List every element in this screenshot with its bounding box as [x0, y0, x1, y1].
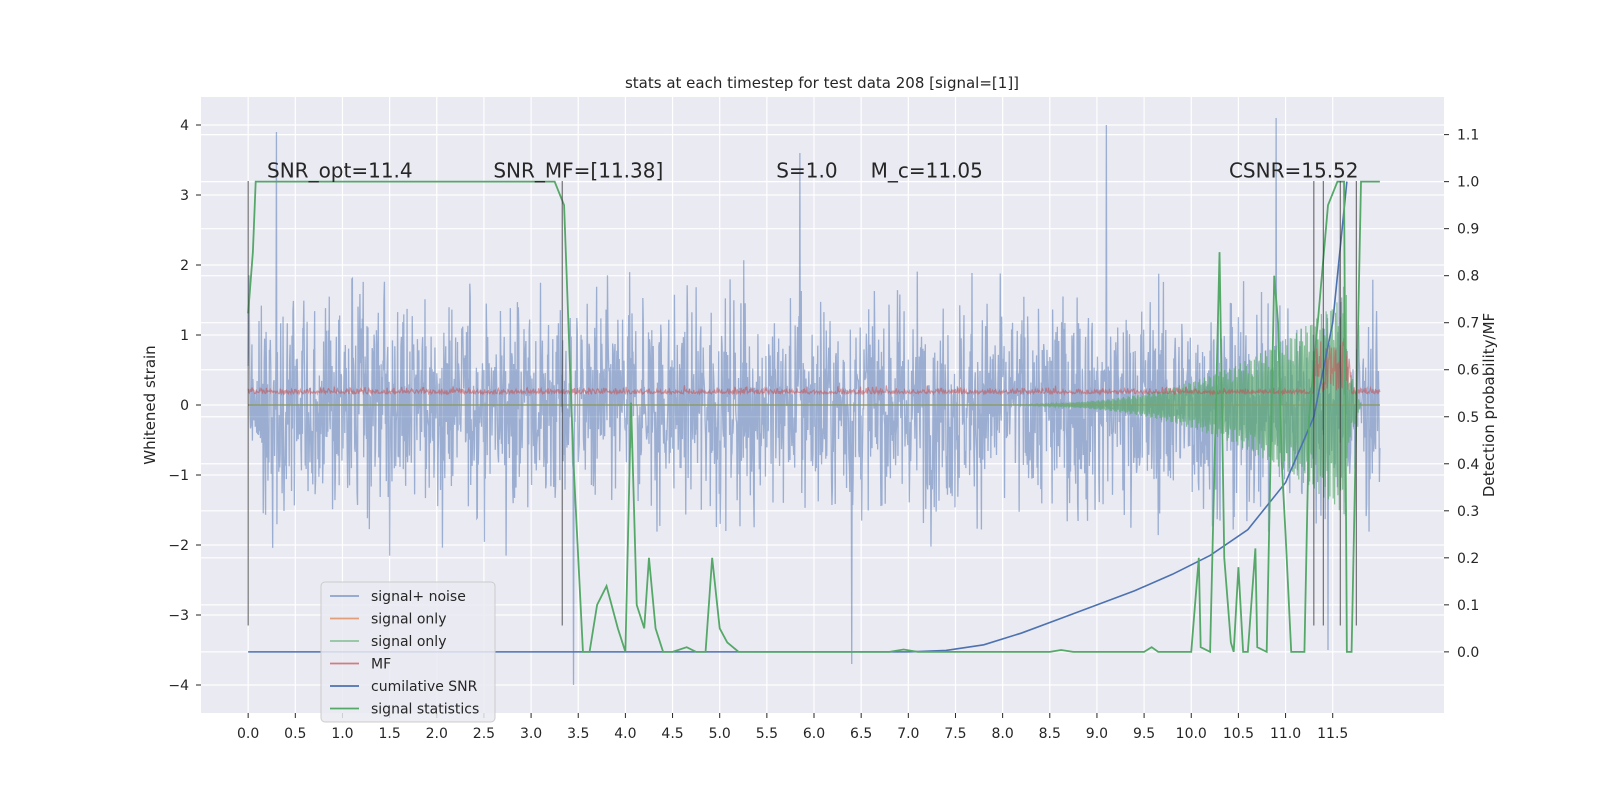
x-tick-label: 5.0: [709, 726, 731, 742]
y-tick-label-right: 0.4: [1457, 457, 1479, 473]
y-tick-label: 2: [180, 258, 189, 274]
vertical-lines: [247, 181, 1357, 626]
legend-label: MF: [371, 657, 391, 673]
series-cumulative-snr-line: [248, 181, 1348, 653]
x-tick-label: 11.5: [1317, 726, 1348, 742]
x-tick-label: 3.0: [520, 726, 542, 742]
series-layer: [247, 117, 1381, 686]
y-tick-label: 4: [180, 118, 189, 134]
x-tick-label: 3.5: [567, 726, 589, 742]
x-tick-label: 5.5: [756, 726, 778, 742]
y-tick-label-right: 0.5: [1457, 410, 1479, 426]
x-tick-label: 6.0: [803, 726, 825, 742]
x-tick-label: 9.0: [1086, 726, 1108, 742]
annotations: SNR_opt=11.4 SNR_MF=[11.38] S=1.0 M_c=11.05…: [267, 159, 1358, 183]
x-tick-label: 1.0: [331, 726, 353, 742]
x-tick-label: 7.5: [944, 726, 966, 742]
y-tick-label: −3: [168, 608, 189, 624]
y-tick-labels-right: 0.0 0.1 0.2 0.3 0.4 0.5 0.6 0.7 0.8 0.9 1.0 1.1: [1444, 128, 1479, 661]
x-tick-label: 6.5: [850, 726, 872, 742]
x-tick-label: 7.0: [897, 726, 919, 742]
annotation-text: SNR_opt=11.4: [267, 159, 413, 183]
chart-title: stats at each timestep for test data 208…: [625, 74, 1019, 92]
y-tick-label-right: 0.0: [1457, 645, 1479, 661]
annotation-text: SNR_MF=[11.38]: [493, 159, 663, 183]
y-tick-label: 3: [180, 188, 189, 204]
x-tick-label: 9.5: [1133, 726, 1155, 742]
x-tick-label: 2.5: [473, 726, 495, 742]
legend-label: signal statistics: [371, 702, 479, 718]
y-tick-label: −1: [168, 468, 189, 484]
y-tick-label-right: 0.2: [1457, 551, 1479, 567]
y-axis-label-right: Detection probability/MF: [1480, 313, 1498, 497]
x-tick-label: 10.5: [1223, 726, 1254, 742]
y-tick-label: 1: [180, 328, 189, 344]
legend-items: signal+ noise signal only signal only MF cum…: [330, 589, 479, 718]
series-signal-statistics-line: [247, 180, 1380, 654]
y-tick-label-right: 0.1: [1457, 598, 1479, 614]
y-tick-label-right: 0.7: [1457, 316, 1479, 332]
x-tick-label: 0.0: [237, 726, 259, 742]
legend-label: signal+ noise: [371, 589, 466, 605]
y-tick-label-right: 0.3: [1457, 504, 1479, 520]
x-tick-label: 8.0: [991, 726, 1013, 742]
annotation-text: CSNR=15.52: [1229, 159, 1359, 183]
y-tick-label: 0: [180, 398, 189, 414]
x-tick-label: 1.5: [378, 726, 400, 742]
legend-label: signal only: [371, 612, 446, 628]
x-tick-label: 10.0: [1176, 726, 1207, 742]
y-tick-label-right: 0.8: [1457, 269, 1479, 285]
series-signal-only-green-line: [248, 294, 1380, 515]
legend-label: signal only: [371, 634, 446, 650]
legend-box: [320, 581, 496, 723]
x-tick-label: 2.0: [426, 726, 448, 742]
x-tick-label: 4.5: [661, 726, 683, 742]
annotation-text: M_c=11.05: [871, 159, 983, 183]
x-tick-label: 8.5: [1039, 726, 1061, 742]
series-mf-line: [247, 338, 1381, 397]
y-tick-label-right: 0.9: [1457, 222, 1479, 238]
y-axis-label: Whitened strain: [141, 345, 159, 464]
series-signal-noise-line: [247, 117, 1381, 686]
legend-label: cumilative SNR: [371, 679, 478, 695]
x-tick-label: 4.0: [614, 726, 636, 742]
y-tick-label-right: 0.6: [1457, 363, 1479, 379]
x-tick-label: 11.0: [1270, 726, 1301, 742]
x-tick-label: 0.5: [284, 726, 306, 742]
y-tick-label: −2: [168, 538, 189, 554]
y-tick-label-right: 1.1: [1457, 128, 1479, 144]
y-tick-label: −4: [168, 678, 189, 694]
legend: signal+ noise signal only signal only MF cum…: [320, 581, 496, 723]
annotation-text: S=1.0: [776, 159, 837, 183]
y-tick-labels: −4 −3 −2 −1 0 1 2 3 4: [168, 118, 201, 694]
y-tick-label-right: 1.0: [1457, 175, 1479, 191]
x-tick-labels: 0.0 0.5 1.0 1.5 2.0 2.5 3.0 3.5 4.0 4.5 5.0 5.5 6.0 6…: [237, 713, 1348, 742]
